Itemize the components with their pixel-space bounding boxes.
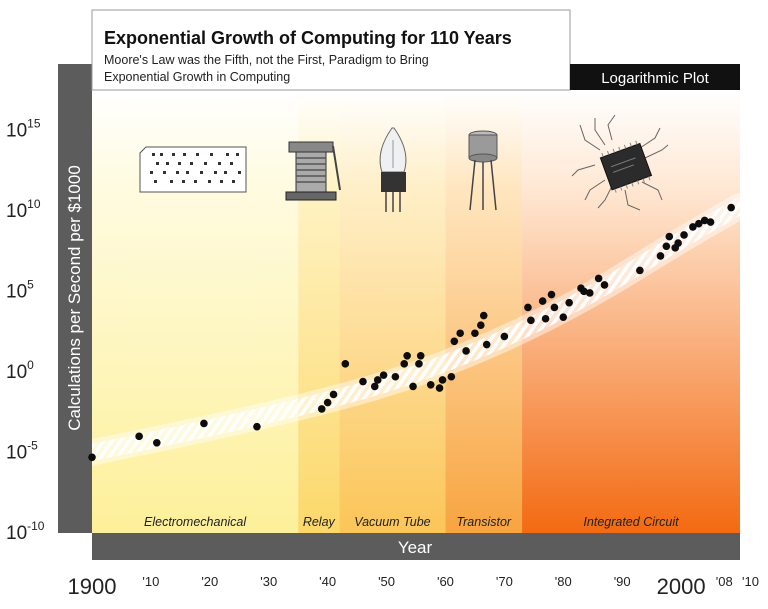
- data-point-20: [435, 384, 444, 392]
- y-axis-label: Calculations per Second per $1000: [65, 165, 84, 431]
- x-tick-1900: 1900: [68, 574, 117, 599]
- data-point-10: [370, 382, 379, 391]
- data-point-6: [323, 398, 332, 407]
- data-point-12: [379, 371, 388, 379]
- data-point-15: [403, 352, 411, 360]
- x-tick-1930: '30: [260, 574, 277, 589]
- data-point-18: [416, 352, 425, 360]
- chart-subtitle-line-1: Moore's Law was the Fifth, not the First…: [104, 53, 429, 67]
- data-point-47: [665, 232, 674, 241]
- data-point-40: [580, 287, 588, 296]
- y-tick-15: 1015: [6, 116, 41, 141]
- y-tick--5: 10-5: [6, 438, 38, 463]
- data-point-27: [477, 321, 485, 329]
- data-point-3: [200, 419, 208, 428]
- y-tick-0: 100: [6, 358, 34, 383]
- data-point-24: [456, 329, 464, 338]
- data-point-50: [680, 231, 688, 239]
- y-tick-5: 105: [6, 277, 34, 302]
- data-point-46: [662, 242, 671, 251]
- data-point-41: [585, 289, 594, 297]
- data-point-30: [500, 332, 509, 341]
- data-point-7: [329, 390, 338, 399]
- data-point-51: [689, 223, 697, 231]
- x-tick-1970: '70: [496, 574, 513, 589]
- transistor-icon: [468, 130, 498, 211]
- x-tick-2008: '08: [716, 574, 733, 589]
- data-point-9: [359, 377, 367, 386]
- data-point-53: [700, 216, 709, 225]
- era-labels: Electromechanical Relay Vacuum Tube Transis…: [144, 515, 679, 529]
- chart-subtitle-line-2: Exponential Growth in Computing: [104, 70, 290, 84]
- y-tick-labels: 1015 1010 105 100 10-5 10-10: [6, 116, 45, 544]
- x-axis-band: [92, 533, 740, 560]
- data-point-28: [479, 311, 488, 320]
- x-tick-1950: '50: [378, 574, 395, 589]
- x-tick-1980: '80: [555, 574, 572, 589]
- data-point-31: [524, 303, 532, 312]
- data-point-54: [706, 218, 715, 226]
- punch-card-icon: [139, 146, 247, 193]
- data-points: [88, 203, 735, 462]
- relay-icon: [285, 141, 341, 201]
- x-tick-1960: '60: [437, 574, 454, 589]
- x-tick-1940: '40: [319, 574, 336, 589]
- data-point-21: [438, 376, 447, 384]
- x-tick-labels: 1900 '10 '20 '30 '40 '50 '60 '70 '80 '90 2000 '08 '1…: [68, 574, 759, 599]
- x-tick-1990: '90: [614, 574, 631, 589]
- data-point-32: [527, 316, 535, 325]
- era-label-transistor: Transistor: [456, 515, 511, 529]
- title-box: [91, 9, 571, 91]
- log-plot-badge: [570, 64, 740, 90]
- x-axis-label: Year: [398, 538, 433, 557]
- x-tick-1910: '10: [142, 574, 159, 589]
- data-point-19: [426, 380, 435, 389]
- data-point-49: [674, 239, 682, 247]
- era-label-electromechanical: Electromechanical: [144, 515, 247, 529]
- data-point-5: [317, 405, 326, 413]
- data-point-22: [447, 372, 456, 381]
- data-point-37: [559, 313, 568, 321]
- data-point-0: [88, 453, 96, 462]
- x-tick-2000: 2000: [657, 574, 706, 599]
- log-plot-badge-label: Logarithmic Plot: [601, 70, 709, 87]
- chart-title: Exponential Growth of Computing for 110 …: [104, 28, 512, 48]
- era-label-relay: Relay: [303, 515, 336, 529]
- data-point-4: [253, 422, 261, 431]
- data-point-55: [727, 203, 735, 212]
- data-point-25: [462, 347, 470, 355]
- vacuum-tube-icon: [379, 127, 407, 212]
- x-tick-2010: '10: [742, 574, 759, 589]
- data-point-26: [471, 329, 479, 338]
- data-point-8: [341, 360, 350, 368]
- data-point-38: [565, 298, 573, 307]
- data-point-36: [550, 303, 559, 312]
- y-tick-10: 1010: [6, 197, 41, 222]
- data-point-29: [482, 340, 491, 349]
- data-point-42: [594, 274, 603, 283]
- y-tick--10: 10-10: [6, 519, 45, 544]
- data-point-43: [600, 281, 609, 289]
- data-point-52: [694, 219, 703, 228]
- y-axis-band: [58, 64, 92, 533]
- data-point-14: [400, 360, 409, 368]
- data-point-2: [153, 438, 161, 447]
- data-point-44: [636, 266, 644, 275]
- data-point-17: [415, 360, 423, 368]
- x-tick-1920: '20: [201, 574, 218, 589]
- data-point-23: [450, 337, 459, 346]
- data-point-34: [541, 314, 550, 323]
- era-label-integrated-circuit: Integrated Circuit: [583, 515, 679, 529]
- data-point-35: [547, 290, 556, 299]
- data-point-33: [538, 297, 547, 305]
- data-point-13: [391, 372, 400, 381]
- data-point-45: [656, 252, 665, 260]
- data-point-11: [373, 376, 382, 384]
- integrated-circuit-icon: [571, 114, 669, 211]
- data-point-1: [135, 432, 143, 441]
- era-label-vacuum-tube: Vacuum Tube: [354, 515, 430, 529]
- data-point-16: [409, 382, 417, 391]
